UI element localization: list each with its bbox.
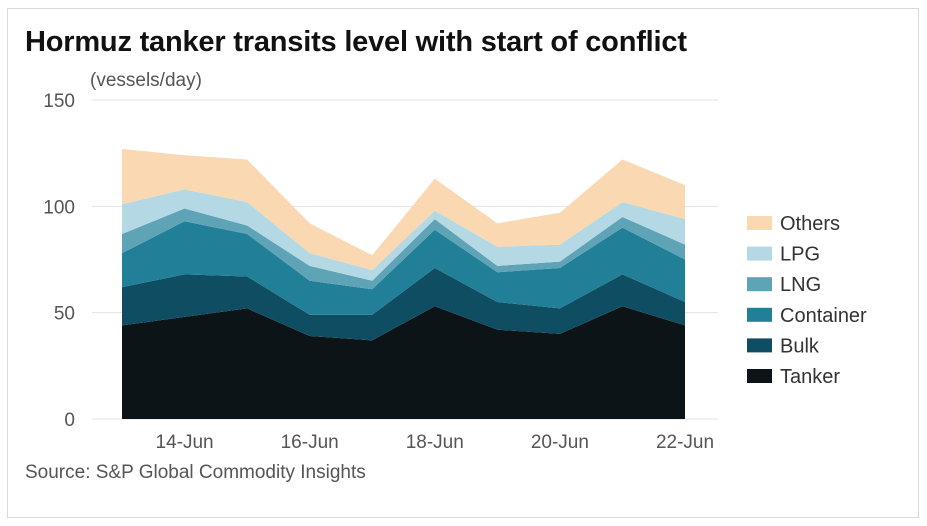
area-series-others [122, 148, 685, 271]
y-axis-unit-label: (vessels/day) [90, 70, 202, 91]
x-tick-label: 22-Jun [656, 432, 714, 453]
area-series-tanker [122, 306, 685, 419]
area-layer [122, 148, 685, 419]
legend-label-tanker: Tanker [780, 366, 840, 388]
x-tick-label: 20-Jun [531, 432, 589, 453]
y-tick-label: 50 [54, 304, 75, 325]
x-tick-label: 16-Jun [281, 432, 339, 453]
y-tick-label: 150 [43, 91, 75, 112]
chart-title: Hormuz tanker transits level with start … [25, 26, 687, 58]
legend-swatch-container [747, 307, 772, 322]
area-series-lpg [122, 189, 685, 281]
legend-label-container: Container [780, 305, 867, 327]
area-series-container [122, 221, 685, 315]
legend-swatch-tanker [747, 369, 772, 383]
area-series-bulk [122, 268, 685, 341]
legend-label-lpg: LPG [780, 244, 820, 266]
y-tick-label: 100 [43, 197, 75, 218]
x-tick-label: 14-Jun [156, 432, 214, 453]
legend-swatch-lng [747, 277, 772, 292]
axis-layer: 0 50 100 150 14-Jun 16-Jun 18-Jun 20-Jun 22-Jun [43, 91, 714, 453]
legend-label-others: Others [780, 213, 840, 235]
y-tick-label: 0 [64, 410, 75, 431]
legend-swatch-others [747, 216, 772, 230]
legend-layer: Others LPG LNG Container Bulk Tanker [747, 213, 867, 388]
legend-swatch-bulk [747, 338, 772, 353]
legend-label-bulk: Bulk [780, 335, 820, 357]
chart-source: Source: S&P Global Commodity Insights [25, 462, 366, 483]
x-tick-label: 18-Jun [406, 432, 464, 453]
legend-label-lng: LNG [780, 274, 821, 296]
area-series-lng [122, 208, 685, 290]
legend-swatch-lpg [747, 246, 772, 261]
